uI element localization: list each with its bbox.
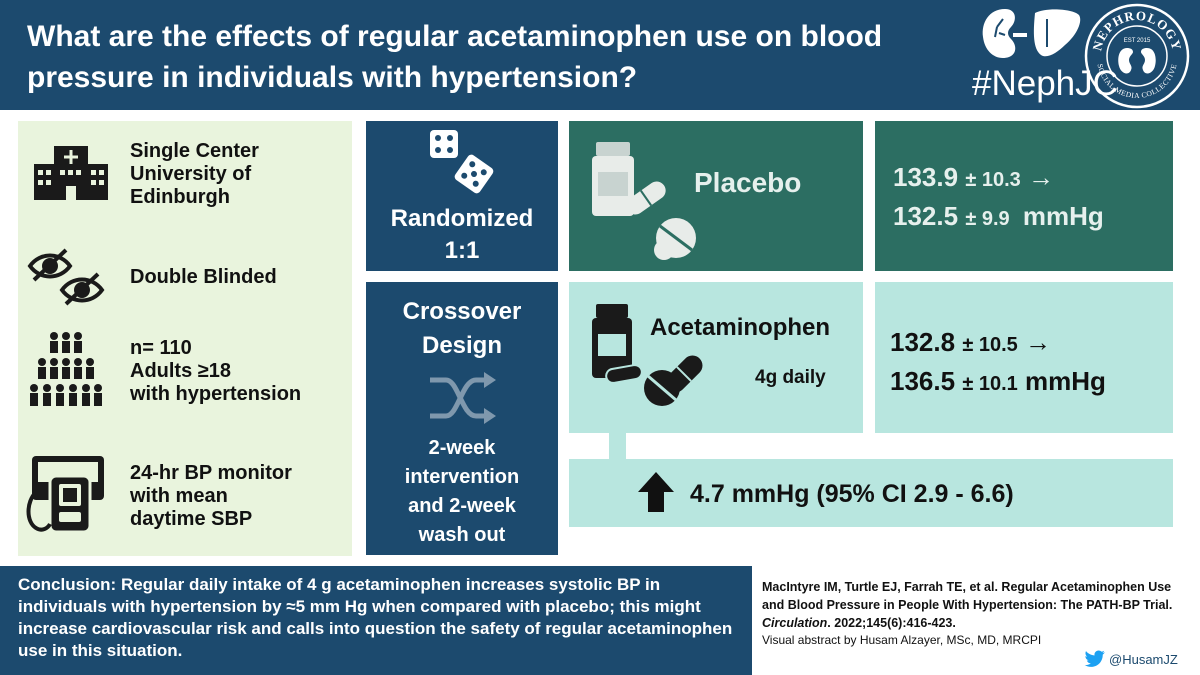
placebo-label: Placebo	[694, 167, 802, 198]
medication-icon	[592, 304, 703, 406]
page-title: What are the effects of regular acetamin…	[27, 20, 883, 94]
acetaminophen-values-box	[875, 282, 1173, 433]
logo-est: EST 2015	[1124, 38, 1151, 44]
result-box	[569, 459, 1173, 527]
result-text: 4.7 mmHg (95% CI 2.9 - 6.6)	[690, 480, 1014, 508]
crossover-label: Crossover Design	[402, 298, 522, 359]
acetaminophen-dose: 4g daily	[755, 367, 826, 388]
hospital-icon	[34, 146, 108, 200]
acetaminophen-after: 136.5 ± 10.1 mmHg	[890, 366, 1106, 396]
dice-icon	[430, 130, 494, 194]
svg-text:NEPHROLOGY: NEPHROLOGY	[1089, 8, 1184, 53]
conclusion-box	[0, 566, 752, 675]
credit-line: Visual abstract by Husam Alzayer, MSc, M…	[762, 633, 1042, 647]
duration-label: 2-week intervention and 2-week wash out	[404, 437, 520, 546]
citation: MacIntyre IM, Turtle EJ, Farrah TE, et a…	[762, 580, 1173, 630]
acetaminophen-label: Acetaminophen	[650, 314, 831, 341]
twitter-bird-icon	[1084, 650, 1105, 667]
placebo-before: 133.9 ± 10.3 →	[893, 162, 1055, 192]
crossover-box	[366, 282, 558, 555]
connector	[609, 433, 626, 459]
logo-text-top: NEPHROLOGY	[1089, 8, 1183, 53]
population-icon	[30, 332, 102, 406]
kidney-liver-icon	[982, 9, 1081, 59]
nephrology-logo: NEPHROLOGY SOCIAL MEDIA COLLECTIVE EST 2…	[1084, 3, 1190, 109]
logo-text-bottom: SOCIAL MEDIA COLLECTIVE	[1095, 63, 1178, 100]
bp-monitor-icon	[26, 456, 104, 534]
acetaminophen-before: 132.8 ± 10.5 →	[890, 327, 1052, 357]
conclusion-text: Conclusion: Regular daily intake of 4 g …	[18, 575, 733, 660]
twitter-handle[interactable]: @HusamJZ	[1084, 650, 1178, 668]
measure-label: 24-hr BP monitor with mean daytime SBP	[130, 462, 292, 530]
randomized-label: Randomized 1:1	[390, 205, 534, 264]
site-label: Single Center University of Edinburgh	[130, 140, 259, 208]
svg-text:SOCIAL MEDIA COLLECTIVE: SOCIAL MEDIA COLLECTIVE	[1095, 63, 1178, 100]
up-arrow-icon	[638, 472, 674, 512]
population-label: n= 110 Adults ≥18 with hypertension	[130, 337, 302, 405]
pill-bottle-icon	[592, 142, 696, 260]
randomized-box	[366, 121, 558, 271]
crossover-arrows-icon	[430, 372, 496, 424]
blinded-eyes-icon	[27, 248, 105, 306]
placebo-values-box	[875, 121, 1173, 271]
blinding-label: Double Blinded	[130, 266, 277, 288]
placebo-after: 132.5 ± 9.9 mmHg	[893, 201, 1104, 231]
